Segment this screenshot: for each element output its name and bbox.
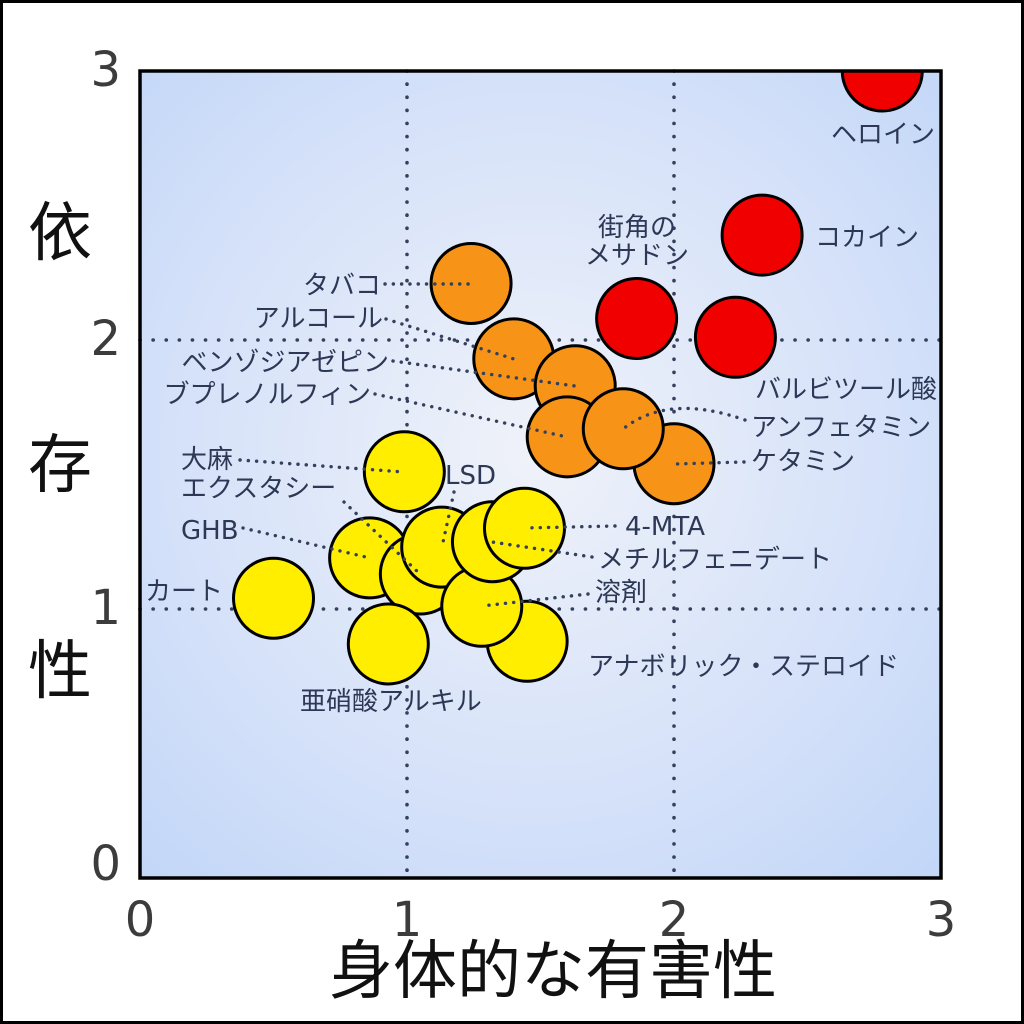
label-lsd: LSD — [445, 461, 496, 491]
leader-ghb — [241, 526, 372, 560]
y-tick-3: 3 — [90, 42, 121, 98]
leader-4-mta — [522, 524, 617, 530]
label-barbiturates: バルビツール酸 — [755, 375, 937, 405]
y-tick-0: 0 — [90, 836, 121, 892]
leader-buprenorphine — [373, 392, 569, 439]
point-amphetamine — [581, 387, 665, 471]
label-ecstasy: エクスタシー — [181, 474, 336, 504]
y-axis-title-char-0: 依 — [28, 197, 92, 271]
x-tick-2: 2 — [659, 892, 690, 948]
point-khat — [232, 556, 315, 640]
leader-lines — [238, 282, 747, 608]
label-tobacco: タバコ — [303, 271, 381, 301]
leader-alcohol — [384, 317, 516, 361]
label-ghb: GHB — [181, 516, 239, 546]
label-street-methadone: 街角のメサドン — [585, 213, 689, 271]
point-street-methadone — [595, 276, 679, 360]
plot-background — [140, 71, 941, 878]
label-amphetamine: アンフェタミン — [751, 413, 931, 443]
leader-benzodiazepines — [391, 359, 577, 388]
y-axis-title-char-1: 存 — [28, 429, 92, 503]
label-anabolic-steroids: アナボリック・ステロイド — [588, 652, 899, 682]
point-4-mta — [482, 486, 566, 570]
y-tick-1: 1 — [90, 580, 121, 636]
label-alcohol: アルコール — [254, 304, 383, 334]
label-4-mta: 4-MTA — [625, 512, 705, 542]
plot-border — [138, 69, 943, 880]
point-tobacco — [429, 242, 513, 326]
point-barbiturates — [693, 295, 777, 379]
y-axis-title-char-2: 性 — [28, 635, 92, 709]
point-heroin — [840, 71, 924, 113]
label-alkyl-nitrites: 亜硝酸アルキル — [300, 687, 482, 717]
label-solvents: 溶剤 — [595, 578, 647, 608]
tick-labels: 0 1 2 3 0 1 2 3 — [90, 42, 956, 948]
label-benzodiazepines: ベンゾジアゼピン — [182, 348, 389, 378]
gridlines — [138, 69, 943, 880]
leader-solvents — [480, 592, 590, 608]
leader-methylphenidate — [490, 540, 594, 559]
label-methylphenidate: メチルフェニデート — [598, 545, 832, 575]
y-tick-2: 2 — [90, 311, 121, 367]
label-ketamine: ケタミン — [751, 447, 855, 477]
label-cocaine: コカイン — [815, 223, 919, 253]
leader-cannabis — [238, 458, 406, 474]
leader-lsd — [440, 490, 456, 549]
point-cannabis — [362, 430, 446, 514]
x-tick-1: 1 — [392, 892, 423, 948]
x-axis-title: 身体的な有害性 — [329, 935, 777, 1009]
point-cocaine — [720, 193, 804, 277]
data-points — [232, 71, 924, 686]
label-heroin: ヘロイン — [831, 120, 935, 150]
label-khat: カート — [145, 577, 223, 607]
x-tick-0: 0 — [125, 892, 156, 948]
leader-ketamine — [672, 460, 746, 466]
leader-amphetamine — [621, 406, 747, 431]
point-alkyl-nitrites — [346, 602, 430, 686]
leader-ecstasy — [342, 500, 422, 576]
label-cannabis: 大麻 — [181, 445, 233, 475]
label-buprenorphine: ブプレノルフィン — [164, 380, 371, 410]
y-axis-title: 依存性 — [28, 197, 92, 709]
x-tick-3: 3 — [926, 892, 957, 948]
